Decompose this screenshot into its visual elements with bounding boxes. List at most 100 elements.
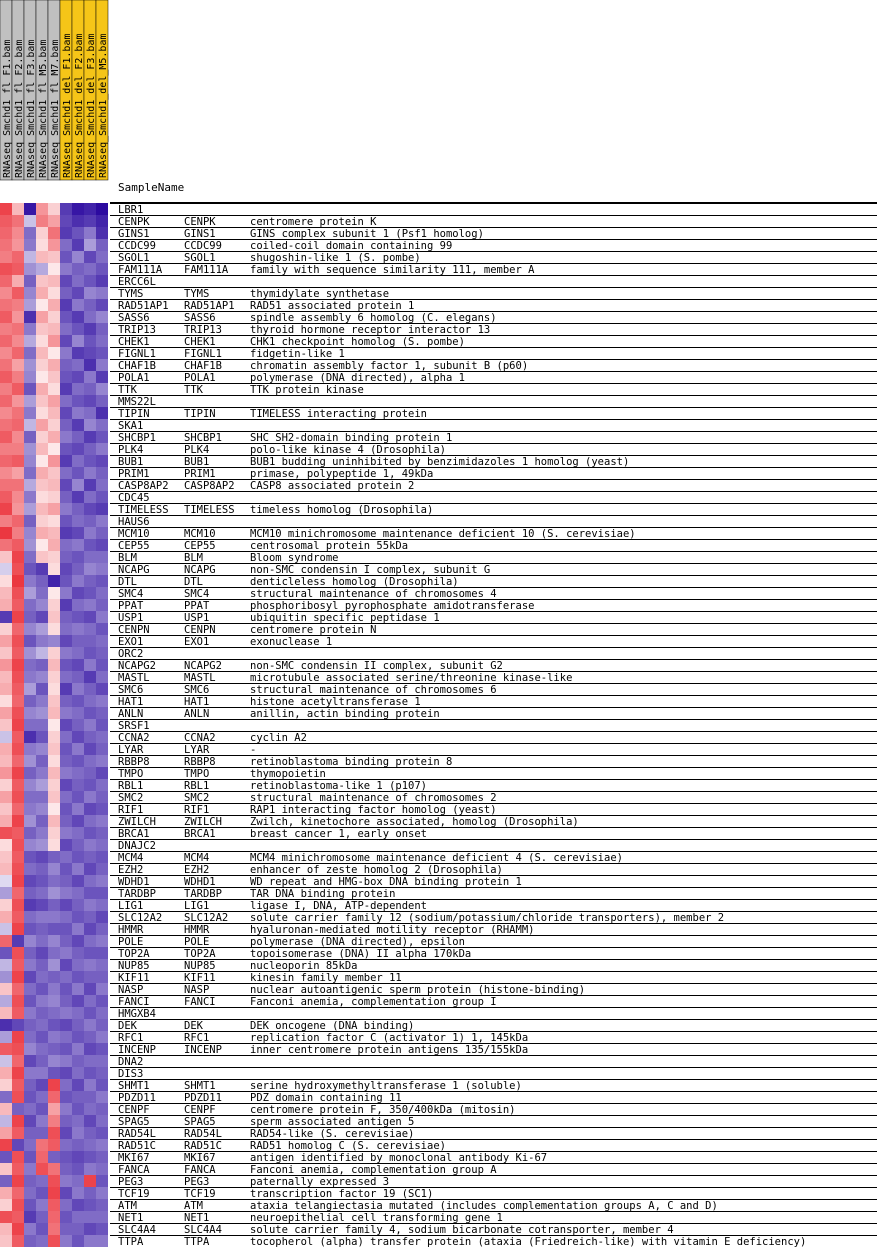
heatmap-cell (60, 611, 72, 623)
heatmap-cell (48, 1211, 60, 1223)
row-label-description: TIMELESS interacting protein (250, 408, 427, 420)
heatmap-cell (72, 647, 84, 659)
row-label-id: DNA2 (118, 1056, 143, 1068)
row-label-id: RAD54L (118, 1128, 156, 1140)
row-label-symbol: TCF19 (184, 1188, 216, 1200)
heatmap-cell (72, 719, 84, 731)
heatmap-cell (36, 263, 48, 275)
heatmap-cell (60, 1067, 72, 1079)
row-label-description: solute carrier family 12 (sodium/potassi… (250, 912, 724, 924)
heatmap-cell (24, 731, 36, 743)
heatmap-cell (72, 695, 84, 707)
heatmap-cell (84, 1055, 96, 1067)
heatmap-cell (24, 803, 36, 815)
row-label-id: SLC12A2 (118, 912, 162, 924)
heatmap-cell (96, 611, 108, 623)
heatmap-cell (96, 779, 108, 791)
heatmap-cell (48, 767, 60, 779)
heatmap-cell (96, 995, 108, 1007)
row-label-id: CHEK1 (118, 336, 150, 348)
heatmap-cell (12, 611, 24, 623)
heatmap-cell (36, 431, 48, 443)
heatmap-cell (36, 407, 48, 419)
heatmap-cell (36, 419, 48, 431)
row-label-description: centromere protein N (250, 624, 376, 636)
heatmap-cell (48, 1235, 60, 1247)
heatmap-cell (84, 443, 96, 455)
heatmap-cell (60, 743, 72, 755)
heatmap-cell (12, 503, 24, 515)
heatmap-cell (48, 311, 60, 323)
row-label-id: LYAR (118, 744, 144, 756)
column-header-label: RNAseq_Smchd1_fl_F3.bam (26, 40, 37, 178)
heatmap-cell (84, 527, 96, 539)
heatmap-cell (36, 1019, 48, 1031)
heatmap-cell (72, 347, 84, 359)
heatmap-cell (48, 995, 60, 1007)
heatmap-cell (96, 1187, 108, 1199)
heatmap-cell (36, 1151, 48, 1163)
heatmap-cell (36, 323, 48, 335)
heatmap-cell (12, 1115, 24, 1127)
row-label-id: HAUS6 (118, 516, 150, 528)
heatmap-cell (48, 347, 60, 359)
heatmap-cell (48, 647, 60, 659)
heatmap-cell (12, 791, 24, 803)
row-label-id: MKI67 (118, 1152, 150, 1164)
heatmap-cell (24, 611, 36, 623)
heatmap-cell (84, 419, 96, 431)
heatmap-cell (24, 959, 36, 971)
heatmap-cell (96, 431, 108, 443)
row-label-symbol: MCM4 (184, 852, 209, 864)
heatmap-cell (84, 1067, 96, 1079)
heatmap-cell (60, 851, 72, 863)
heatmap-cell (60, 995, 72, 1007)
heatmap-cell (96, 971, 108, 983)
row-label-description: polymerase (DNA directed), epsilon (250, 936, 465, 948)
row-label-symbol: ATM (184, 1200, 203, 1212)
heatmap-cell (24, 395, 36, 407)
heatmap-cell (48, 1079, 60, 1091)
heatmap-cell (60, 1199, 72, 1211)
heatmap-cell (48, 611, 60, 623)
row-label-description: centromere protein K (250, 216, 377, 228)
row-label-symbol: RAD51AP1 (184, 300, 235, 312)
heatmap-cell (0, 635, 12, 647)
row-label-id: TOP2A (118, 948, 150, 960)
row-label-id: INCENP (118, 1044, 156, 1056)
heatmap-cell (0, 671, 12, 683)
heatmap-cell (84, 275, 96, 287)
heatmap-cell (60, 719, 72, 731)
heatmap-cell (36, 383, 48, 395)
heatmap-cell (0, 1127, 12, 1139)
heatmap-cell (48, 863, 60, 875)
heatmap-cell (12, 959, 24, 971)
row-label-symbol: SASS6 (184, 312, 216, 324)
heatmap-cell (24, 407, 36, 419)
heatmap-cell (84, 683, 96, 695)
heatmap-cell (96, 911, 108, 923)
heatmap-cell (24, 827, 36, 839)
row-label-symbol: LYAR (184, 744, 210, 756)
heatmap-cell (0, 839, 12, 851)
heatmap-cell (72, 395, 84, 407)
row-label-description: structural maintenance of chromosomes 6 (250, 684, 497, 696)
heatmap-cell (24, 1067, 36, 1079)
heatmap-cell (0, 1019, 12, 1031)
heatmap-cell (60, 1043, 72, 1055)
heatmap-cell (96, 491, 108, 503)
heatmap-cell (0, 863, 12, 875)
row-label-description: Fanconi anemia, complementation group I (250, 996, 497, 1008)
heatmap-cell (60, 791, 72, 803)
row-label-description: coiled-coil domain containing 99 (250, 240, 452, 252)
heatmap-cell (84, 539, 96, 551)
heatmap-cell (24, 263, 36, 275)
heatmap-cell (48, 1223, 60, 1235)
heatmap-cell (12, 539, 24, 551)
row-label-description: ubiquitin specific peptidase 1 (250, 612, 440, 624)
heatmap-cell (12, 1031, 24, 1043)
heatmap-cell (84, 1007, 96, 1019)
heatmap-cell (24, 635, 36, 647)
heatmap-cell (12, 1079, 24, 1091)
heatmap-cell (36, 1127, 48, 1139)
